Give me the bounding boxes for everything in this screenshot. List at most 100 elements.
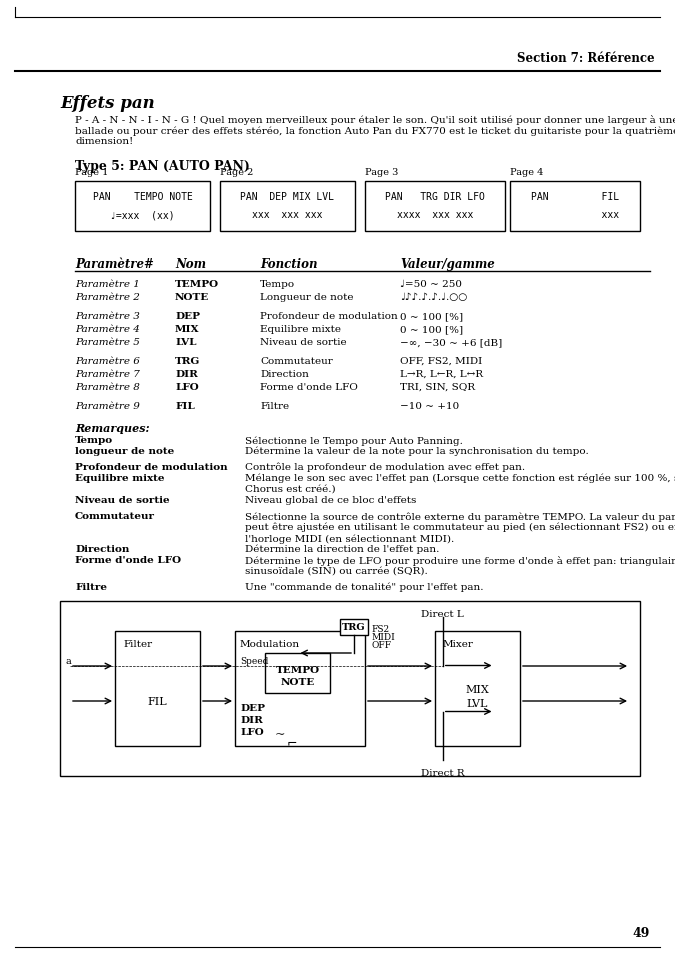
- Text: Détermine le type de LFO pour produire une forme d'onde à effet pan: triangulair: Détermine le type de LFO pour produire u…: [245, 556, 675, 565]
- Text: Equilibre mixte: Equilibre mixte: [75, 474, 165, 482]
- Text: Commutateur: Commutateur: [260, 356, 333, 366]
- Text: PAN    TEMPO NOTE: PAN TEMPO NOTE: [92, 192, 192, 202]
- Text: LFO: LFO: [240, 727, 264, 737]
- Text: Profondeur de modulation: Profondeur de modulation: [75, 462, 227, 472]
- Text: Type 5: PAN (AUTO PAN): Type 5: PAN (AUTO PAN): [75, 160, 250, 172]
- Bar: [60, 601, 640, 776]
- Text: FS2: FS2: [371, 624, 389, 634]
- Text: TEMPO: TEMPO: [275, 665, 319, 675]
- Bar: [365, 182, 505, 232]
- Text: Equilibre mixte: Equilibre mixte: [260, 325, 341, 334]
- Text: xxx: xxx: [531, 210, 619, 220]
- Text: FIL: FIL: [175, 401, 195, 411]
- Text: DIR: DIR: [240, 716, 263, 724]
- Text: DIR: DIR: [175, 370, 198, 378]
- Text: Forme d'onde LFO: Forme d'onde LFO: [75, 556, 181, 564]
- Text: Détermine la direction de l'effet pan.: Détermine la direction de l'effet pan.: [245, 544, 439, 554]
- Text: Longueur de note: Longueur de note: [260, 293, 354, 302]
- Text: −10 ~ +10: −10 ~ +10: [400, 401, 459, 411]
- Text: MIX
LVL: MIX LVL: [466, 684, 489, 708]
- Text: Niveau de sortie: Niveau de sortie: [260, 337, 347, 347]
- Text: Direction: Direction: [75, 544, 130, 554]
- Text: ♩♪♪.♪.♪.♩.○○: ♩♪♪.♪.♪.♩.○○: [400, 293, 467, 302]
- Text: Effets pan: Effets pan: [60, 95, 155, 112]
- Text: −∞, −30 ~ +6 [dB]: −∞, −30 ~ +6 [dB]: [400, 337, 502, 347]
- Text: LVL: LVL: [175, 337, 196, 347]
- Text: Tempo: Tempo: [75, 436, 113, 444]
- Bar: [265, 654, 330, 693]
- Text: DEP: DEP: [175, 312, 200, 320]
- Text: LFO: LFO: [175, 382, 198, 392]
- Text: Paramètre 1: Paramètre 1: [75, 280, 140, 289]
- Text: xxxx  xxx xxx: xxxx xxx xxx: [397, 210, 473, 220]
- Text: Une "commande de tonalité" pour l'effet pan.: Une "commande de tonalité" pour l'effet …: [245, 582, 483, 592]
- Text: Page 4: Page 4: [510, 168, 543, 177]
- Bar: [115, 631, 200, 746]
- Text: Paramètre 2: Paramètre 2: [75, 293, 140, 302]
- Text: Mélange le son sec avec l'effet pan (Lorsque cette fonction est réglée sur 100 %: Mélange le son sec avec l'effet pan (Lor…: [245, 474, 675, 483]
- Text: Page 2: Page 2: [220, 168, 253, 177]
- Text: Page 1: Page 1: [75, 168, 109, 177]
- Text: ♩=xxx  (xx): ♩=xxx (xx): [110, 210, 175, 220]
- Text: TEMPO: TEMPO: [175, 280, 219, 289]
- Text: Niveau global de ce bloc d'effets: Niveau global de ce bloc d'effets: [245, 496, 416, 504]
- Text: OFF, FS2, MIDI: OFF, FS2, MIDI: [400, 356, 482, 366]
- Text: 0 ~ 100 [%]: 0 ~ 100 [%]: [400, 312, 463, 320]
- Text: TRG: TRG: [175, 356, 200, 366]
- Text: Niveau de sortie: Niveau de sortie: [75, 496, 169, 504]
- Text: PAN  DEP MIX LVL: PAN DEP MIX LVL: [240, 192, 335, 202]
- Text: Paramètre 8: Paramètre 8: [75, 382, 140, 392]
- Text: NOTE: NOTE: [175, 293, 209, 302]
- Text: Page 3: Page 3: [365, 168, 398, 177]
- Text: Sélectionne la source de contrôle externe du paramètre TEMPO. La valeur du param: Sélectionne la source de contrôle extern…: [245, 512, 675, 521]
- Text: Modulation: Modulation: [240, 639, 300, 648]
- Bar: [75, 182, 210, 232]
- Text: MIDI: MIDI: [371, 633, 395, 641]
- Text: Filter: Filter: [123, 639, 152, 648]
- Text: TRG: TRG: [342, 623, 366, 632]
- Bar: [235, 631, 365, 746]
- Text: FIL: FIL: [148, 697, 167, 706]
- Text: P - A - N - N - I - N - G ! Quel moyen merveilleux pour étaler le son. Qu'il soi: P - A - N - N - I - N - G ! Quel moyen m…: [75, 115, 675, 146]
- Bar: [510, 182, 640, 232]
- Text: Mixer: Mixer: [443, 639, 474, 648]
- Text: Profondeur de modulation: Profondeur de modulation: [260, 312, 398, 320]
- Text: Direct L: Direct L: [421, 609, 464, 618]
- Text: OFF: OFF: [371, 640, 391, 649]
- Bar: [220, 182, 355, 232]
- Text: sinusoïdale (SIN) ou carrée (SQR).: sinusoïdale (SIN) ou carrée (SQR).: [245, 566, 428, 576]
- Text: Paramètre#: Paramètre#: [75, 257, 154, 271]
- Text: L→R, L←R, L↔R: L→R, L←R, L↔R: [400, 370, 483, 378]
- Text: Détermine la valeur de la note pour la synchronisation du tempo.: Détermine la valeur de la note pour la s…: [245, 447, 589, 456]
- Text: Chorus est créé.): Chorus est créé.): [245, 484, 335, 494]
- Text: PAN   TRG DIR LFO: PAN TRG DIR LFO: [385, 192, 485, 202]
- Text: Filtre: Filtre: [260, 401, 289, 411]
- Text: Direction: Direction: [260, 370, 309, 378]
- Text: Forme d'onde LFO: Forme d'onde LFO: [260, 382, 358, 392]
- Text: DEP: DEP: [240, 703, 265, 712]
- Text: 49: 49: [632, 926, 650, 939]
- Text: MIX: MIX: [175, 325, 200, 334]
- Text: PAN         FIL: PAN FIL: [531, 192, 619, 202]
- Text: Speed: Speed: [240, 657, 269, 665]
- Text: Filtre: Filtre: [75, 582, 107, 592]
- Text: NOTE: NOTE: [280, 678, 315, 686]
- Text: a: a: [65, 657, 71, 665]
- Text: Valeur/gamme: Valeur/gamme: [400, 257, 495, 271]
- Text: Paramètre 6: Paramètre 6: [75, 356, 140, 366]
- Text: longueur de note: longueur de note: [75, 447, 174, 456]
- Text: Contrôle la profondeur de modulation avec effet pan.: Contrôle la profondeur de modulation ave…: [245, 462, 525, 472]
- Text: Fonction: Fonction: [260, 257, 317, 271]
- Text: Commutateur: Commutateur: [75, 512, 155, 520]
- Text: l'horloge MIDI (en sélectionnant MIDI).: l'horloge MIDI (en sélectionnant MIDI).: [245, 534, 454, 543]
- Text: Section 7: Référence: Section 7: Référence: [517, 52, 655, 65]
- Text: ⌐: ⌐: [287, 735, 298, 748]
- Text: Paramètre 4: Paramètre 4: [75, 325, 140, 334]
- Text: Tempo: Tempo: [260, 280, 295, 289]
- Text: TRI, SIN, SQR: TRI, SIN, SQR: [400, 382, 475, 392]
- Text: peut être ajustée en utilisant le commutateur au pied (en sélectionnant FS2) ou : peut être ajustée en utilisant le commut…: [245, 522, 675, 532]
- Bar: [435, 631, 520, 746]
- Text: Paramètre 3: Paramètre 3: [75, 312, 140, 320]
- Text: Remarques:: Remarques:: [75, 422, 150, 434]
- Text: ♩=50 ~ 250: ♩=50 ~ 250: [400, 280, 462, 289]
